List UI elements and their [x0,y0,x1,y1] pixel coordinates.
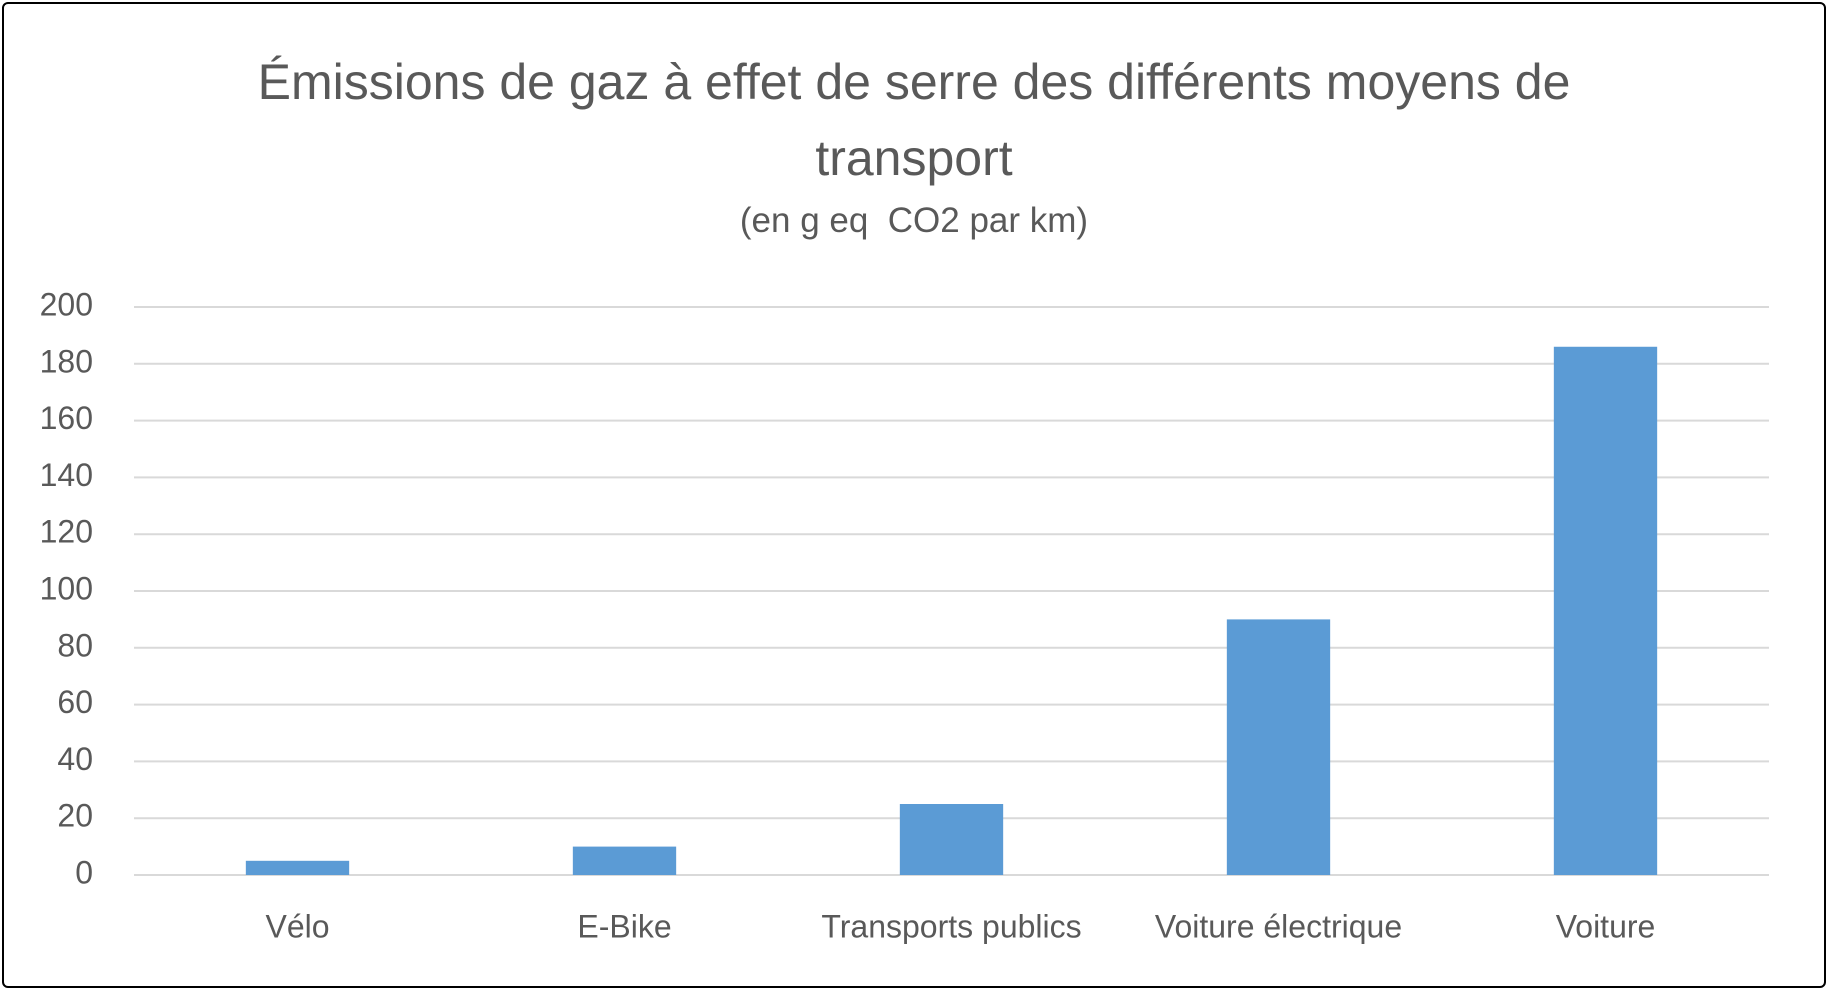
y-tick-label: 180 [40,343,93,379]
y-tick-label: 80 [57,627,93,663]
y-tick-label: 100 [40,570,93,606]
y-tick-label: 40 [57,741,93,777]
y-tick-label: 20 [57,798,93,834]
y-tick-label: 0 [75,854,93,890]
title-block: Émissions de gaz à effet de serre des di… [0,44,1828,246]
y-tick-label: 120 [40,514,93,550]
x-tick-label: E-Bike [577,908,671,944]
y-tick-label: 140 [40,457,93,493]
bar [245,860,350,875]
chart-subtitle: (en g eq CO2 par km) [739,201,1089,240]
chart-title: Émissions de gaz à effet de serre des di… [257,54,1571,186]
y-tick-label: 60 [57,684,93,720]
bar [899,804,1004,875]
x-tick-label: Voiture [1556,908,1656,944]
bar [1226,619,1331,875]
bar [572,846,677,875]
y-tick-label: 200 [40,286,93,322]
x-tick-label: Transports publics [821,908,1081,944]
x-tick-label: Vélo [265,908,329,944]
y-tick-label: 160 [40,400,93,436]
bar [1553,346,1658,875]
x-tick-label: Voiture électrique [1155,908,1402,944]
